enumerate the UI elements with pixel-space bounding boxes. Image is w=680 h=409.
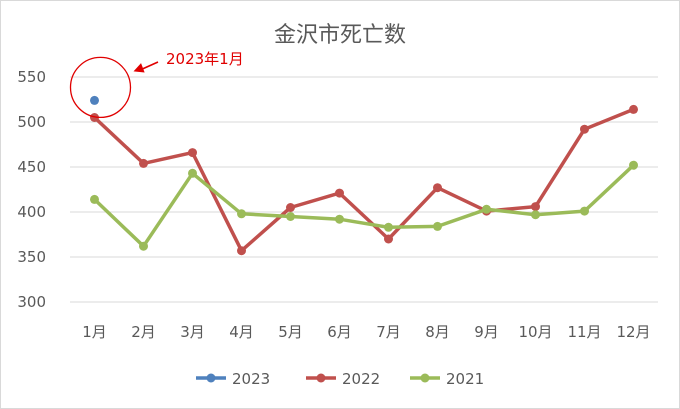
annotation-arrowhead — [133, 63, 145, 73]
legend-swatch-marker — [420, 373, 430, 383]
y-tick-label: 450 — [17, 158, 46, 176]
annotation-arrow — [141, 61, 159, 71]
data-point-2021 — [531, 210, 540, 220]
series-line-2022 — [92, 107, 636, 253]
legend-item-2021: 2021 — [410, 370, 484, 388]
x-tick-label: 1月 — [82, 323, 107, 341]
legend-swatch-marker — [316, 373, 326, 383]
series-2021 — [90, 160, 638, 251]
data-point-2022 — [335, 188, 344, 198]
series-2022 — [90, 104, 638, 256]
data-point-2021 — [433, 221, 442, 231]
y-tick-label: 300 — [17, 293, 46, 311]
x-tick-label: 12月 — [616, 323, 650, 341]
data-point-2021 — [580, 206, 589, 216]
x-axis-ticks: 1月 2月 3月 4月 5月 6月 7月 8月 9月 10月 11月 12月 — [82, 323, 650, 341]
data-point-2021 — [629, 160, 638, 170]
legend-item-2023: 2023 — [196, 370, 270, 388]
x-tick-label: 5月 — [278, 323, 303, 341]
data-point-2021 — [188, 168, 197, 178]
x-tick-label: 2月 — [131, 323, 156, 341]
data-point-2021 — [286, 212, 295, 221]
data-point-2022 — [580, 124, 589, 134]
y-tick-label: 500 — [17, 113, 46, 131]
series-line-2021 — [92, 163, 636, 248]
data-point-2021 — [90, 194, 99, 204]
y-axis-ticks: 300 350 400 450 500 550 — [17, 68, 46, 311]
legend-item-2022: 2022 — [306, 370, 380, 388]
y-tick-label: 350 — [17, 248, 46, 266]
x-tick-label: 11月 — [567, 323, 601, 341]
data-point-2021 — [237, 209, 246, 219]
annotation-circle — [69, 56, 132, 119]
data-point-2022 — [629, 104, 638, 114]
x-tick-label: 8月 — [425, 323, 450, 341]
annotation: 2023年1月 — [69, 50, 244, 119]
data-point-2022 — [384, 234, 393, 244]
chart-title: 金沢市死亡数 — [274, 23, 406, 48]
x-tick-label: 10月 — [518, 323, 552, 341]
x-tick-label: 3月 — [180, 323, 205, 341]
x-tick-label: 9月 — [474, 323, 499, 341]
x-tick-label: 6月 — [327, 323, 352, 341]
data-point-2022 — [188, 148, 197, 158]
data-point-2022 — [433, 183, 442, 193]
data-point-2021 — [139, 241, 148, 251]
data-point-2022 — [286, 203, 295, 212]
data-point-2022 — [237, 246, 246, 256]
legend-label: 2021 — [446, 370, 484, 388]
x-tick-label: 7月 — [376, 323, 401, 341]
data-point-2022 — [90, 113, 99, 122]
data-point-2023 — [90, 95, 99, 105]
data-point-2022 — [531, 202, 540, 212]
data-point-2021 — [384, 222, 393, 232]
legend-label: 2023 — [232, 370, 270, 388]
series-layer — [90, 95, 638, 256]
data-point-2022 — [139, 158, 148, 168]
gridlines — [70, 76, 658, 303]
legend: 2023 2022 2021 — [196, 370, 484, 388]
x-tick-label: 4月 — [229, 323, 254, 341]
data-point-2021 — [482, 204, 491, 214]
series-2023 — [90, 95, 99, 105]
data-point-2021 — [335, 214, 344, 224]
legend-label: 2022 — [342, 370, 380, 388]
y-tick-label: 400 — [17, 203, 46, 221]
annotation-label: 2023年1月 — [166, 50, 244, 68]
y-tick-label: 550 — [17, 68, 46, 86]
legend-swatch-marker — [206, 373, 216, 383]
